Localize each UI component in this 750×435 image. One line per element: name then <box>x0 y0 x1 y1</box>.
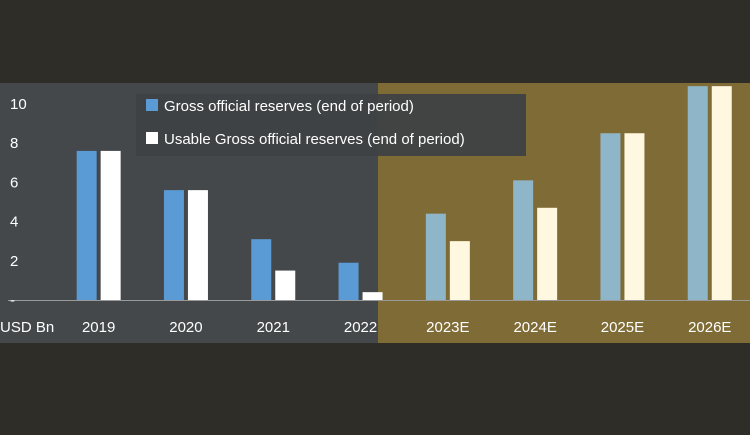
bar-gross-2026e <box>687 86 708 301</box>
x-tick-label: 2021 <box>257 319 290 336</box>
bar-gross-2022 <box>338 262 359 300</box>
x-tick-label: 2020 <box>169 319 202 336</box>
bar-gross-2023e <box>425 213 446 300</box>
bar-usable-2019 <box>100 150 121 300</box>
bar-gross-2020 <box>163 190 184 300</box>
bar-gross-2021 <box>251 239 272 300</box>
y-tick-label: 6 <box>10 174 18 191</box>
x-tick-label: 2026E <box>688 319 731 336</box>
legend: Gross official reserves (end of period) … <box>136 94 526 156</box>
bar-usable-2024e <box>537 207 558 300</box>
bar-gross-2024e <box>513 180 534 300</box>
legend-swatch-gross <box>146 99 158 111</box>
bar-usable-2020 <box>187 190 208 300</box>
y-tick-label: 4 <box>10 214 18 231</box>
legend-swatch-usable <box>146 132 158 144</box>
bar-gross-2025e <box>600 133 621 300</box>
legend-label-usable: Usable Gross official reserves (end of p… <box>164 131 465 148</box>
bar-usable-2026e <box>711 86 732 301</box>
legend-background <box>136 94 526 156</box>
bar-usable-2021 <box>275 270 296 300</box>
x-tick-label: 2019 <box>82 319 115 336</box>
y-axis-unit-label: USD Bn <box>0 319 54 336</box>
x-tick-label: 2023E <box>426 319 469 336</box>
x-tick-label: 2022 <box>344 319 377 336</box>
y-tick-label: 2 <box>10 253 18 270</box>
x-tick-label: 2024E <box>513 319 556 336</box>
y-tick-label: - <box>10 292 15 309</box>
bar-usable-2022 <box>362 292 383 300</box>
bar-gross-2019 <box>76 150 97 300</box>
bars-layer: 2019 2020 2021 2022 2023E 2024E 2025E 2026E <box>76 86 732 336</box>
x-tick-label: 2025E <box>601 319 644 336</box>
bar-usable-2025e <box>624 133 645 300</box>
axis-layer: - 2 4 6 8 10 <box>8 96 750 309</box>
bar-usable-2023e <box>449 241 470 300</box>
y-tick-label: 8 <box>10 135 18 152</box>
y-tick-label: 10 <box>10 96 27 113</box>
legend-label-gross: Gross official reserves (end of period) <box>164 98 414 115</box>
